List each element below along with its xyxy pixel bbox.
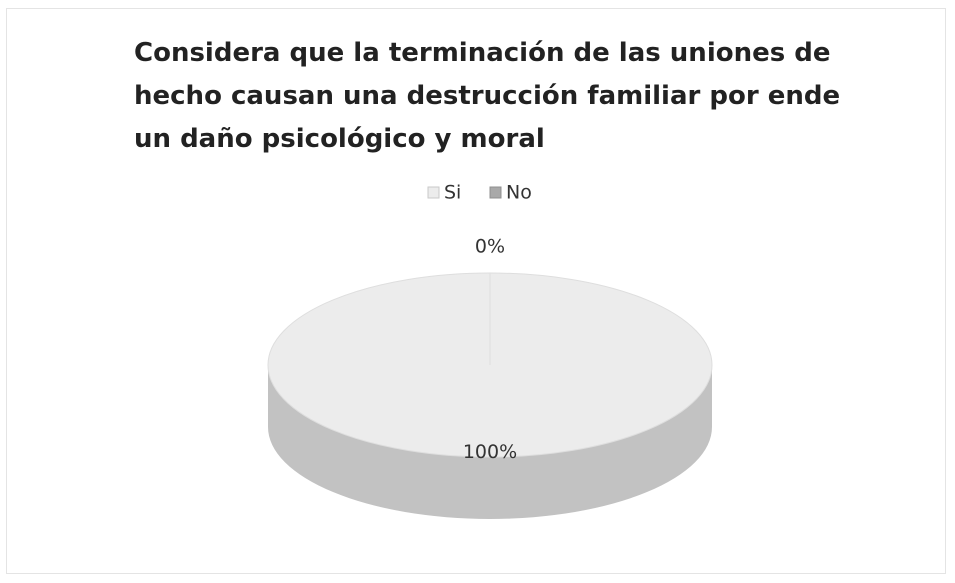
legend-swatch [489, 186, 502, 199]
data-label: 100% [463, 441, 517, 463]
pie-side [268, 365, 712, 519]
legend-swatch [427, 186, 440, 199]
chart-title: Considera que la terminación de las unio… [134, 38, 841, 154]
data-label: 0% [475, 236, 505, 258]
chart-frame [6, 8, 946, 574]
legend-label: Si [444, 182, 461, 204]
legend-label: No [506, 182, 532, 204]
